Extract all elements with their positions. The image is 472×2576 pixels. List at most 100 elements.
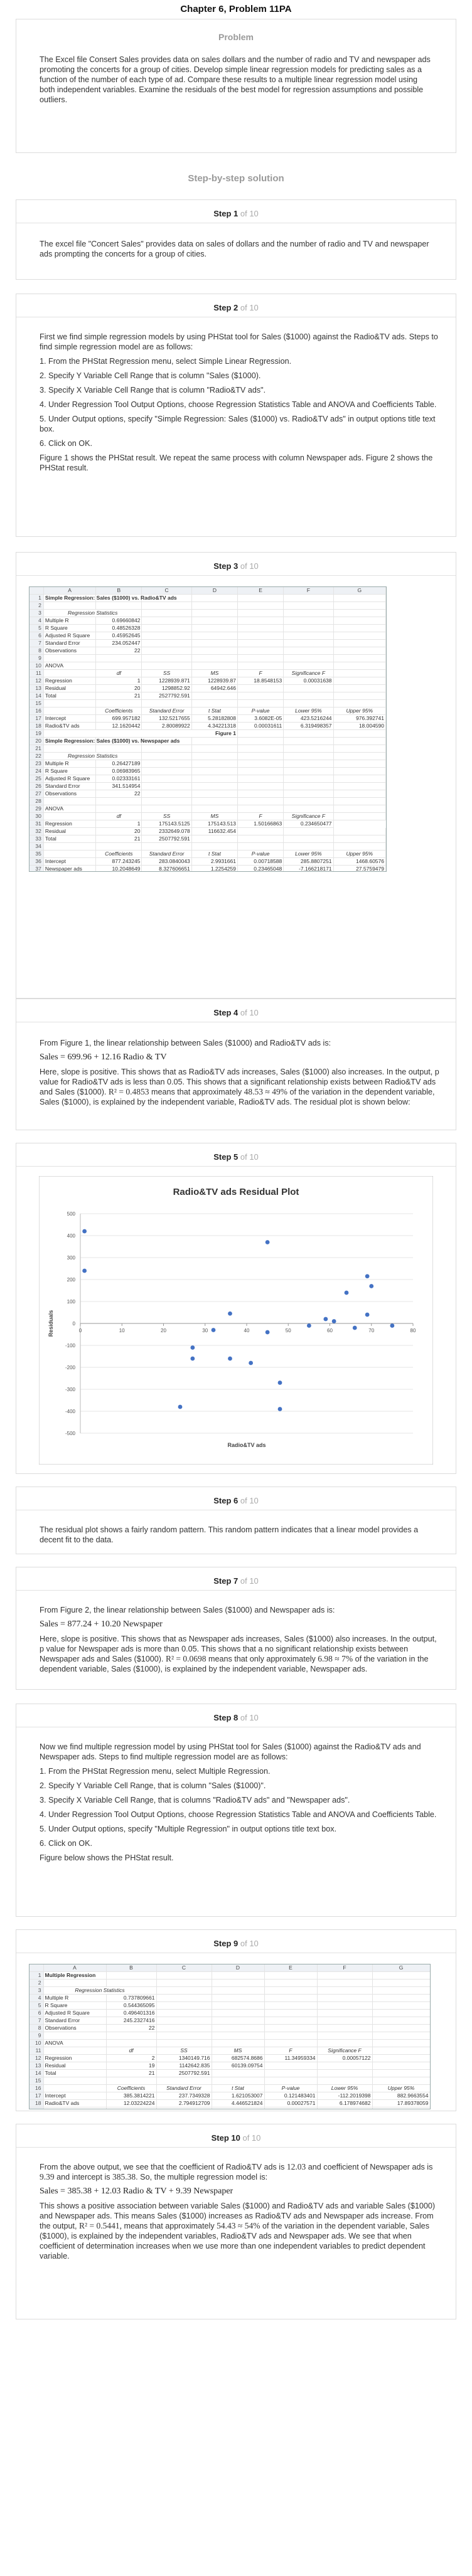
row-number: 21 bbox=[30, 745, 44, 753]
table-cell bbox=[317, 2069, 373, 2078]
table-cell: 12.03224224 bbox=[106, 2099, 157, 2108]
step-7-para: Here, slope is positive. This shows that… bbox=[40, 1635, 437, 1673]
row-number: 17 bbox=[30, 2092, 44, 2101]
table-cell bbox=[156, 2024, 212, 2033]
x-tick-label: 10 bbox=[119, 1328, 125, 1333]
table-cell bbox=[191, 624, 239, 633]
table-cell: 699.957182 bbox=[95, 714, 142, 723]
row-number: 12 bbox=[30, 2054, 44, 2063]
table-cell: ANOVA bbox=[43, 2039, 107, 2048]
step-7-line: From Figure 2, the linear relationship b… bbox=[40, 1606, 335, 1614]
table-cell bbox=[156, 2009, 212, 2018]
table-cell bbox=[283, 827, 334, 836]
table-cell: Significance F bbox=[283, 812, 334, 821]
table-cell bbox=[156, 1979, 212, 1988]
spreadsheet-multiple-regression: A B C D E F G 1 Multiple Regression 2 3 Regression … bbox=[29, 1964, 431, 2109]
table-cell: Coefficients bbox=[106, 2084, 157, 2093]
table-cell bbox=[283, 835, 334, 844]
table-cell: Coefficients bbox=[95, 707, 142, 716]
y-tick-label: 0 bbox=[73, 1321, 76, 1327]
table-cell: 877.243245 bbox=[95, 857, 142, 866]
step-10-text: From the above output, we see that the c… bbox=[40, 2162, 441, 2266]
data-point bbox=[228, 1311, 232, 1316]
row-number: 8 bbox=[30, 2024, 44, 2033]
table-cell bbox=[191, 790, 239, 798]
table-cell bbox=[372, 2017, 430, 2025]
y-tick-label: 300 bbox=[67, 1255, 76, 1261]
table-cell: t Stat bbox=[212, 2084, 265, 2093]
table-cell: 6.178974682 bbox=[317, 2099, 373, 2108]
data-point bbox=[277, 1407, 282, 1411]
table-cell: 17.89378059 bbox=[372, 2099, 430, 2108]
table-cell bbox=[317, 2001, 373, 2010]
table-cell bbox=[191, 654, 239, 663]
table-cell bbox=[191, 745, 239, 753]
table-row: 9 bbox=[30, 654, 386, 663]
table-cell bbox=[237, 775, 284, 783]
table-cell: 0.02333161 bbox=[95, 775, 142, 783]
column-header: B bbox=[95, 587, 142, 595]
table-cell: 12.1620442 bbox=[95, 722, 142, 731]
table-cell bbox=[333, 617, 386, 625]
data-point bbox=[365, 1274, 370, 1279]
table-cell bbox=[141, 662, 192, 671]
table-row: 20 Simple Regression: Sales ($1000) vs. N… bbox=[30, 737, 386, 746]
table-cell bbox=[333, 775, 386, 783]
x-tick-label: 50 bbox=[286, 1328, 291, 1333]
y-tick-label: -500 bbox=[65, 1431, 76, 1436]
table-row: 24 R Square 0.06983965 bbox=[30, 767, 386, 776]
row-number: 10 bbox=[30, 662, 44, 671]
column-header: C bbox=[141, 587, 192, 595]
row-number: 32 bbox=[30, 827, 44, 836]
table-cell bbox=[191, 699, 239, 708]
x-tick-label: 70 bbox=[368, 1328, 374, 1333]
table-cell bbox=[283, 602, 334, 610]
regression-equation: Sales = 699.96 + 12.16 Radio & TV bbox=[40, 1052, 167, 1062]
row-number: 18 bbox=[30, 722, 44, 731]
step-8-para: 6. Click on OK. bbox=[40, 1839, 92, 1848]
step-2-para: Figure 1 shows the PHStat result. We rep… bbox=[40, 453, 433, 472]
table-cell: Newspaper ads bbox=[43, 2107, 107, 2109]
table-cell bbox=[333, 827, 386, 836]
table-cell bbox=[141, 737, 192, 746]
table-cell: 21.9136452 bbox=[372, 2107, 430, 2109]
table-cell bbox=[333, 737, 386, 746]
table-cell: 5.28182808 bbox=[191, 714, 239, 723]
table-cell bbox=[43, 797, 97, 806]
table-cell bbox=[283, 842, 334, 851]
table-cell: 0.69660842 bbox=[95, 617, 142, 625]
step-6-text: The residual plot shows a fairly random … bbox=[40, 1525, 419, 1544]
step-4-line: From Figure 1, the linear relationship b… bbox=[40, 1039, 331, 1047]
table-cell bbox=[43, 654, 97, 663]
table-row: 11 df SS MS F Significance F bbox=[30, 669, 386, 678]
table-cell bbox=[283, 609, 334, 618]
table-cell: 21 bbox=[95, 835, 142, 844]
table-cell: Standard Error bbox=[141, 707, 192, 716]
table-cell bbox=[283, 752, 334, 761]
table-cell bbox=[317, 1971, 373, 1980]
table-cell: 22 bbox=[95, 647, 142, 655]
table-row: 2 bbox=[30, 602, 386, 610]
table-cell: P-value bbox=[237, 707, 284, 716]
y-tick-label: 500 bbox=[67, 1211, 76, 1217]
table-cell: 0.26427189 bbox=[95, 760, 142, 768]
row-number: 14 bbox=[30, 2069, 44, 2078]
table-cell bbox=[333, 835, 386, 844]
table-cell bbox=[264, 2024, 318, 2033]
row-number: 6 bbox=[30, 2009, 44, 2018]
table-cell: Multiple Regression bbox=[43, 1971, 107, 1980]
table-cell: MS bbox=[191, 669, 239, 678]
table-cell: -3.129904957 bbox=[317, 2107, 373, 2109]
row-number: 2 bbox=[30, 1979, 44, 1988]
table-cell bbox=[283, 737, 334, 746]
table-cell: 1.5698591 bbox=[212, 2107, 265, 2109]
table-cell: 2332649.078 bbox=[141, 827, 192, 836]
table-cell bbox=[237, 632, 284, 640]
x-tick-label: 60 bbox=[327, 1328, 333, 1333]
table-cell bbox=[237, 782, 284, 791]
table-cell bbox=[237, 805, 284, 814]
step-9-card: Step 9 of 10 A B C D E F G 1 Multiple Regression… bbox=[16, 1929, 456, 2111]
column-header: E bbox=[264, 1964, 318, 1973]
